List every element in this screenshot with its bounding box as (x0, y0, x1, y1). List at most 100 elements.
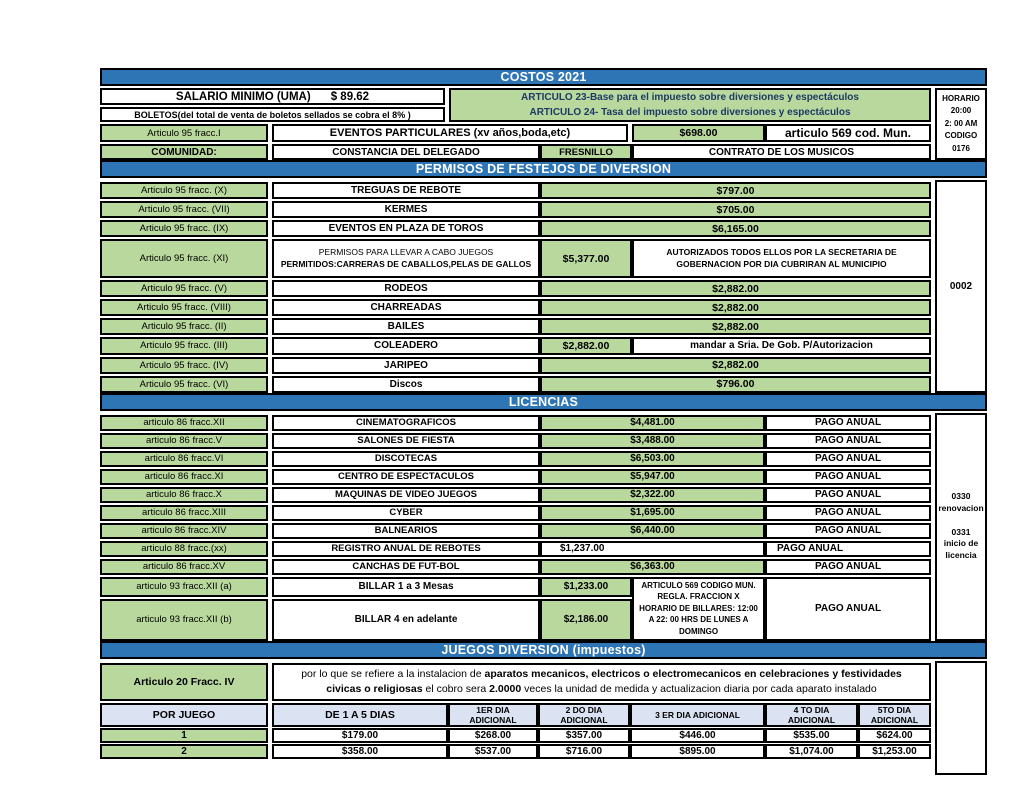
licencia-pago-cell: PAGO ANUAL (765, 504, 931, 521)
licencia-row: articulo 86 fracc.XII CINEMATOGRAFICOS $4,… (100, 414, 931, 431)
licencia-price-cell: $1,695.00 (540, 504, 765, 521)
permiso-article-label: Articulo 95 fracc. (VI) (100, 375, 268, 393)
juegos-desc-segment: aparatos mecanicos, electricos o electro… (326, 667, 902, 695)
licencia-pago-cell: PAGO ANUAL (765, 486, 931, 503)
top-section: SALARIO MINIMO (UMA) $ 89.62 BOLETOS(del… (100, 88, 987, 160)
licencia-row: articulo 86 fracc.XIII CYBER $1,695.00 PAGO… (100, 504, 931, 521)
juegos-value-cell: $357.00 (538, 728, 630, 744)
juegos-title: JUEGOS DIVERSION (impuestos) (441, 642, 646, 657)
permiso-price-cell: $2,882.00 (540, 318, 931, 335)
permiso-name-cell: JARIPEO (272, 356, 540, 374)
juegos-data-row: 2 $358.00 $537.00 $716.00 $895.00 $1,074.00 $1… (100, 744, 931, 760)
permisos-row: Articulo 95 fracc. (X) TREGUAS DE REBOTE $… (100, 182, 931, 199)
licencia-name-cell: MAQUINAS DE VIDEO JUEGOS (272, 486, 540, 503)
salario-value: $ 89.62 (330, 90, 370, 103)
juegos-value-cell: $537.00 (448, 744, 538, 760)
permiso-article-label: Articulo 95 fracc. (II) (100, 318, 268, 335)
permiso-name-cell: RODEOS (272, 280, 540, 297)
permiso-name-cell: CHARREADAS (272, 299, 540, 316)
billar-b-name-cell: BILLAR 4 en adelante (272, 598, 540, 641)
permisos-side-code: 0002 (949, 280, 973, 292)
permisos-row: Articulo 95 fracc. (V) RODEOS $2,882.00 (100, 280, 931, 297)
juegos-value-cell: $268.00 (448, 728, 538, 744)
billar-a-price-cell: $1,233.00 (540, 576, 632, 597)
juegos-desc-segment: veces la unidad de medida y actualizacio… (521, 682, 877, 695)
juegos-desc-segment: 2.0000 (489, 682, 522, 695)
horario-box: HORARIO 20:00 2: 00 AM CODIGO 0176 (935, 88, 987, 160)
billar-b-price-cell: $2,186.00 (540, 598, 632, 641)
permiso-note-cell: mandar a Sria. De Gob. P/Autorizacion (632, 337, 931, 355)
juegos-value-cell: $1,074.00 (765, 744, 858, 760)
licencia-pago-cell: PAGO ANUAL (765, 522, 931, 539)
permisos-title: PERMISOS DE FESTEJOS DE DIVERSION (415, 162, 672, 176)
licencia-article-label: articulo 86 fracc.VI (100, 450, 268, 467)
permisos-row: Articulo 95 fracc. (VII) KERMES $705.00 (100, 201, 931, 218)
licencia-price-cell: $3,488.00 (540, 432, 765, 449)
licencia-pago-cell: PAGO ANUAL (765, 414, 931, 431)
horario-line: HORARIO (942, 94, 980, 104)
horario-line: CODIGO (944, 131, 978, 141)
billar-b-article-label: articulo 93 fracc.XII (b) (100, 598, 268, 641)
costs-sheet: COSTOS 2021 SALARIO MINIMO (UMA) $ 89.62 (100, 68, 987, 776)
licencias-code-inicio: 0331 (951, 526, 971, 537)
permiso-name-cell: Discos (272, 375, 540, 393)
articulo-20-label: Articulo 20 Fracc. IV (100, 662, 268, 701)
permisos-row: Articulo 95 fracc. (VIII) CHARREADAS $2,88… (100, 299, 931, 316)
juegos-value-cell: $358.00 (272, 744, 448, 760)
permiso-name-cell: KERMES (272, 201, 540, 218)
articulo-24-text: ARTICULO 24- Tasa del impuesto sobre div… (529, 107, 851, 118)
salario-minimo-cell: SALARIO MINIMO (UMA) $ 89.62 (100, 88, 445, 105)
licencia-name-cell: BALNEARIOS (272, 522, 540, 539)
licencia-row: articulo 86 fracc.VI DISCOTECAS $6,503.00 P… (100, 450, 931, 467)
permiso-article-label: Articulo 95 fracc. (III) (100, 337, 268, 355)
juegos-title-band: JUEGOS DIVERSION (impuestos) (100, 640, 987, 659)
juegos-col-header: 2 DO DIA ADICIONAL (538, 702, 630, 728)
juegos-row-number: 2 (100, 744, 268, 760)
contrato-cell: CONTRATO DE LOS MUSICOS (632, 144, 931, 160)
constancia-cell: CONSTANCIA DEL DELEGADO (272, 144, 540, 160)
page-title: COSTOS 2021 (500, 70, 587, 84)
permiso-price-cell: $2,882.00 (540, 280, 931, 297)
licencia-name-cell: DISCOTECAS (272, 450, 540, 467)
permiso-article-label: Articulo 95 fracc. (IV) (100, 356, 268, 374)
horario-line: 2: 00 AM (944, 118, 978, 128)
permisos-code-box: 0002 (935, 180, 987, 393)
licencia-article-label: articulo 86 fracc.XII (100, 414, 268, 431)
juegos-empty-box (935, 660, 987, 776)
juegos-value-cell: $1,253.00 (858, 744, 931, 760)
eventos-note-cell: articulo 569 cod. Mun. (765, 124, 931, 142)
permisos-row: Articulo 95 fracc. (III) COLEADERO $2,882.… (100, 337, 931, 355)
permiso-article-label: Articulo 95 fracc. (V) (100, 280, 268, 297)
permiso-price-cell: $2,882.00 (540, 299, 931, 316)
licencia-row: articulo 86 fracc.XV CANCHAS DE FUT-BOL $6… (100, 558, 931, 575)
licencia-pago-cell: PAGO ANUAL (765, 540, 931, 557)
permiso-article-label: Articulo 95 fracc. (XI) (100, 239, 268, 278)
licencia-row: articulo 88 fracc.(xx) REGISTRO ANUAL DE … (100, 540, 931, 557)
licencias-title-band: LICENCIAS (100, 392, 987, 411)
licencia-name-cell: SALONES DE FIESTA (272, 432, 540, 449)
permiso-price-cell: $705.00 (540, 201, 931, 218)
licencia-price-cell: $1,237.00 (540, 540, 765, 557)
licencia-pago-cell: PAGO ANUAL (765, 450, 931, 467)
juegos-col-header: DE 1 A 5 DIAS (272, 702, 448, 728)
licencia-name-cell: CENTRO DE ESPECTACULOS (272, 468, 540, 485)
juegos-col-header: 4 TO DIA ADICIONAL (765, 702, 858, 728)
juegos-value-cell: $716.00 (538, 744, 630, 760)
licencia-pago-cell: PAGO ANUAL (765, 558, 931, 575)
permiso-price-cell: $2,882.00 (540, 356, 931, 374)
permiso-name-cell: COLEADERO (272, 337, 540, 355)
permiso-name-cell: TREGUAS DE REBOTE (272, 182, 540, 199)
licencia-article-label: articulo 86 fracc.XIII (100, 504, 268, 521)
licencia-row: articulo 86 fracc.V SALONES DE FIESTA $3,4… (100, 432, 931, 449)
billar-a-name-cell: BILLAR 1 a 3 Mesas (272, 576, 540, 597)
permiso-note-cell: AUTORIZADOS TODOS ELLOS POR LA SECRETARI… (632, 239, 931, 278)
juegos-section: Articulo 20 Fracc. IV por lo que se refi… (100, 660, 987, 776)
permiso-article-label: Articulo 95 fracc. (VII) (100, 201, 268, 218)
licencias-code-renovacion: 0330 (951, 490, 971, 501)
licencia-price-cell: $4,481.00 (540, 414, 765, 431)
juegos-desc-segment: el cobro sera (422, 682, 490, 695)
permisos-row: Articulo 95 fracc. (IV) JARIPEO $2,882.00 (100, 356, 931, 374)
billar-block: articulo 93 fracc.XII (a) articulo 93 fr… (100, 576, 931, 641)
permiso-price-cell: $5,377.00 (540, 239, 632, 278)
